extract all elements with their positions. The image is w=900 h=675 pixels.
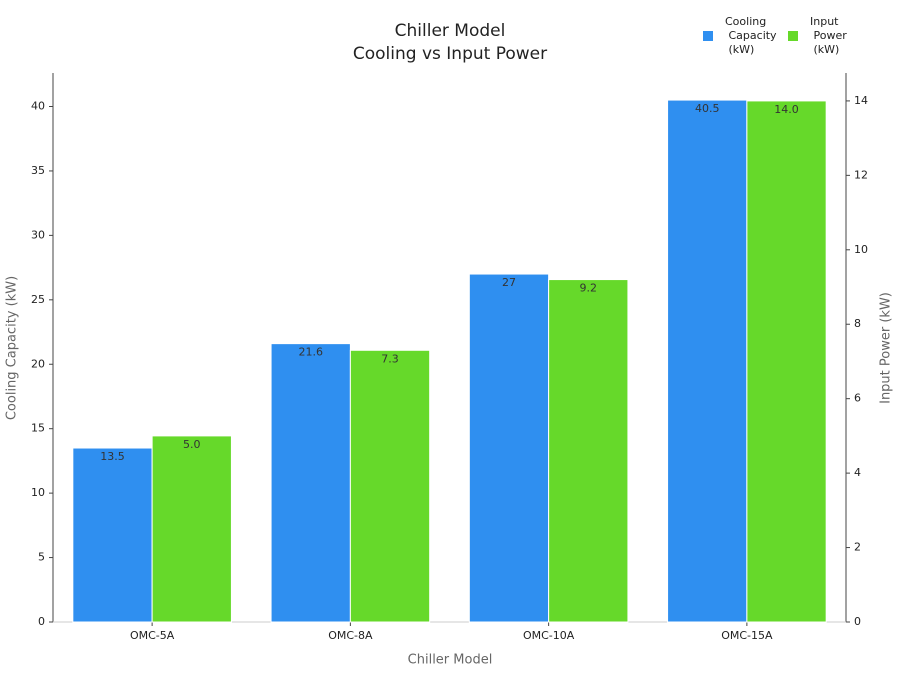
bar [151,435,232,623]
value-label: 27 [502,276,516,289]
value-label: 9.2 [580,282,598,295]
bar [468,273,550,623]
bar [548,279,629,623]
value-label: 7.3 [381,352,399,365]
value-label: 21.6 [298,346,323,359]
y-tick-label: 5 [38,551,45,564]
bar [746,100,827,623]
value-label: 5.0 [183,438,201,451]
bar [349,349,431,623]
y-tick-label: 20 [31,357,45,370]
y2-tick-label: 10 [854,243,868,256]
y2-tick-label: 0 [854,615,861,628]
value-label: 13.5 [100,450,125,463]
y2-tick-label: 12 [854,168,868,181]
bar [72,447,153,623]
y-tick-label: 15 [31,422,45,435]
legend-swatch [703,31,713,41]
y-tick-label: 10 [31,486,45,499]
y2-tick-label: 14 [854,94,868,107]
x-tick-label: OMC-5A [130,629,175,642]
x-tick-label: OMC-8A [328,629,373,642]
y2-axis-label: Input Power (kW) [879,292,894,404]
chart-subtitle: Cooling vs Input Power [353,44,547,64]
y-axis-label: Cooling Capacity (kW) [5,276,20,420]
bar [270,343,351,623]
value-label: 40.5 [695,102,720,115]
y-tick-label: 40 [31,100,45,113]
y-tick-label: 30 [31,228,45,241]
y-tick-label: 0 [38,615,45,628]
y2-tick-label: 6 [854,392,861,405]
legend-label: Input Power (kW) [810,15,847,56]
legend-swatch [788,31,798,41]
x-axis-label: Chiller Model [408,653,493,668]
y-tick-label: 25 [31,293,45,306]
x-tick-label: OMC-10A [523,629,575,642]
y-tick-label: 35 [31,164,45,177]
value-label: 14.0 [774,103,799,116]
x-tick-label: OMC-15A [721,629,773,642]
y2-tick-label: 2 [854,541,861,554]
chart-title: Chiller Model [395,21,506,41]
legend-label: Cooling Capacity (kW) [725,15,777,56]
y2-tick-label: 4 [854,466,861,479]
y2-tick-label: 8 [854,317,861,330]
bar [667,99,748,623]
